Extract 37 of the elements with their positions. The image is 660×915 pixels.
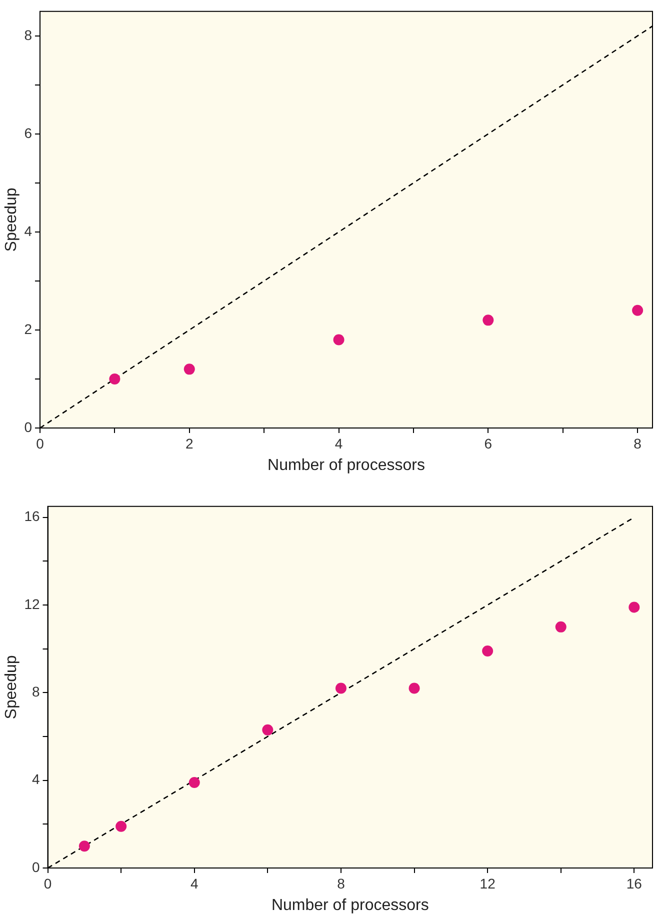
y-tick-label: 12 [24, 596, 40, 612]
y-tick-label: 8 [32, 684, 40, 700]
y-axis-title: Speedup [3, 188, 20, 252]
point [555, 621, 566, 632]
point [78, 840, 90, 852]
x-tick-label: 12 [480, 875, 496, 892]
point [335, 682, 346, 694]
x-axis-title: Number of processors [271, 896, 429, 914]
y-tick-label: 6 [24, 124, 32, 141]
x-tick-label: 0 [44, 875, 52, 892]
y-tick-label: 4 [24, 222, 32, 239]
y-tick-label: 0 [24, 418, 32, 435]
x-tick-label: 6 [484, 435, 492, 452]
y-axis-title: Speedup [3, 655, 20, 720]
y-tick-label: 8 [24, 26, 32, 43]
x-tick-label: 2 [185, 435, 194, 452]
point [482, 314, 494, 326]
y-tick-label: 4 [32, 771, 40, 788]
y-tick-label: 2 [24, 320, 32, 337]
x-tick-label: 16 [626, 875, 642, 892]
point [333, 334, 344, 346]
point [109, 373, 120, 384]
point [262, 724, 274, 736]
x-tick-label: 4 [190, 875, 198, 892]
y-tick-label: 0 [32, 858, 40, 875]
point [184, 364, 195, 375]
x-tick-label: 4 [334, 435, 343, 452]
point [632, 304, 644, 316]
point [116, 820, 127, 832]
x-axis-title: Number of processors [268, 456, 425, 474]
point [628, 602, 640, 613]
point [482, 646, 494, 657]
point [188, 777, 200, 788]
y-tick-label: 16 [24, 508, 40, 524]
x-tick-label: 8 [337, 875, 346, 892]
point [408, 682, 420, 694]
x-tick-label: 8 [634, 435, 642, 452]
